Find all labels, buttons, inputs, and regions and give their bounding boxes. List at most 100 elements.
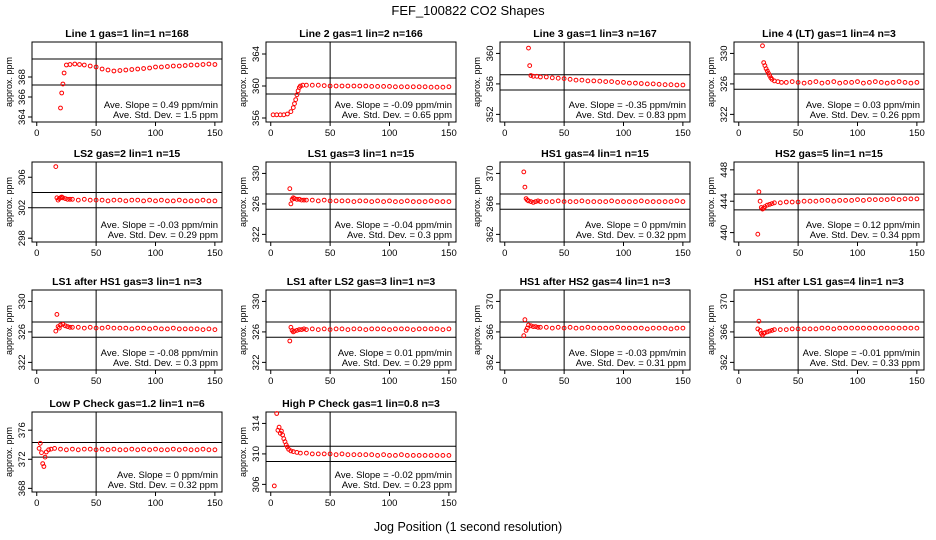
data-point	[147, 65, 153, 71]
data-point	[212, 198, 218, 204]
x-tick-label: 100	[382, 248, 398, 259]
x-tick-label: 150	[909, 248, 925, 259]
data-point	[276, 424, 282, 430]
plot-frame	[31, 41, 223, 123]
data-point	[357, 198, 363, 204]
data-point	[339, 83, 345, 89]
slope-annotation: Ave. Slope = -0.35 ppm/min	[569, 100, 686, 111]
data-point	[375, 84, 381, 89]
slope-annotation: Ave. Slope = -0.04 ppm/min	[335, 220, 452, 231]
data-point	[523, 328, 529, 333]
data-point	[644, 326, 650, 332]
y-tick-label: 448	[719, 162, 730, 178]
data-point	[440, 453, 446, 458]
data-point	[567, 199, 573, 205]
y-tick-label: 326	[719, 76, 730, 92]
data-point	[668, 199, 674, 205]
data-point	[867, 197, 872, 203]
data-point	[296, 196, 302, 202]
data-point	[621, 325, 626, 331]
data-point	[543, 324, 549, 330]
data-point	[434, 453, 440, 458]
data-point	[129, 446, 135, 452]
y-tick-label: 366	[485, 196, 496, 212]
data-point	[206, 198, 212, 204]
data-point	[294, 328, 300, 333]
data-point	[561, 199, 567, 205]
plot-frame	[733, 161, 925, 243]
data-point	[70, 446, 75, 452]
data-point	[299, 197, 305, 203]
y-tick-label: 362	[485, 354, 496, 370]
data-point	[67, 62, 73, 67]
data-point	[99, 325, 105, 331]
data-point	[755, 231, 761, 237]
data-point	[53, 328, 59, 334]
data-point	[387, 327, 392, 333]
data-point	[206, 326, 212, 332]
panel-13: Low P Check gas=1.2 lin=1 n=6 0 50 100 150 36…	[4, 398, 223, 509]
data-point	[831, 79, 837, 84]
data-point	[914, 196, 920, 202]
data-point	[339, 326, 345, 332]
x-tick-label: 0	[736, 376, 741, 387]
x-tick-label: 100	[148, 376, 164, 387]
stddev-annotation: Ave. Std. Dev. = 0.65 ppm	[342, 110, 452, 121]
plot-frame	[499, 41, 691, 123]
y-tick-label: 364	[17, 109, 28, 125]
panel-8: HS2 gas=5 lin=1 n=15 0 50 100 150 440 444 448ap…	[706, 148, 925, 259]
slope-annotation: Ave. Slope = -0.03 ppm/min	[569, 348, 686, 359]
data-point	[170, 63, 176, 69]
data-point	[165, 64, 170, 69]
data-point	[795, 80, 801, 85]
data-point	[81, 196, 87, 202]
x-tick-label: 150	[909, 376, 925, 387]
x-tick-label: 0	[268, 248, 273, 259]
data-point	[526, 45, 531, 51]
data-point	[597, 78, 603, 84]
data-point	[117, 197, 123, 203]
data-point	[141, 325, 147, 331]
data-point	[526, 198, 531, 204]
data-point	[668, 326, 674, 332]
data-point	[176, 326, 182, 332]
panel-title: High P Check gas=1 lin=0.8 n=3	[282, 398, 440, 410]
data-point	[99, 446, 105, 452]
data-point	[633, 325, 638, 331]
data-point	[159, 326, 164, 332]
data-point	[621, 80, 626, 85]
data-point	[777, 327, 783, 333]
data-point	[43, 449, 49, 455]
data-point	[872, 325, 878, 331]
data-point	[528, 323, 534, 329]
figure-title: FEF_100822 CO2 Shapes	[391, 3, 545, 18]
data-point	[764, 329, 770, 335]
y-tick-label: 364	[251, 46, 262, 62]
data-point	[309, 326, 315, 332]
data-point	[890, 80, 896, 85]
x-tick-label: 50	[325, 248, 336, 259]
data-point	[579, 325, 585, 331]
data-point	[287, 338, 293, 344]
data-point	[801, 80, 807, 86]
data-point	[321, 197, 327, 203]
data-point	[538, 199, 543, 205]
data-point	[399, 84, 404, 90]
y-tick-label: 360	[485, 45, 496, 61]
data-point	[351, 452, 357, 458]
data-point	[783, 327, 789, 333]
data-point	[902, 80, 908, 85]
data-point	[650, 199, 656, 205]
data-point	[772, 327, 777, 333]
x-tick-label: 150	[207, 376, 223, 387]
data-point	[404, 453, 410, 458]
data-point	[538, 74, 543, 80]
data-point	[117, 447, 123, 453]
data-point	[615, 324, 620, 330]
slope-annotation: Ave. Slope = -0.02 ppm/min	[335, 470, 452, 481]
data-point	[206, 447, 212, 453]
panel-title: HS1 after HS2 gas=4 lin=1 n=3	[520, 276, 671, 288]
data-point	[656, 325, 662, 331]
panel-9: LS1 after HS1 gas=3 lin=1 n=3 0 50 100 150 32…	[4, 276, 223, 387]
